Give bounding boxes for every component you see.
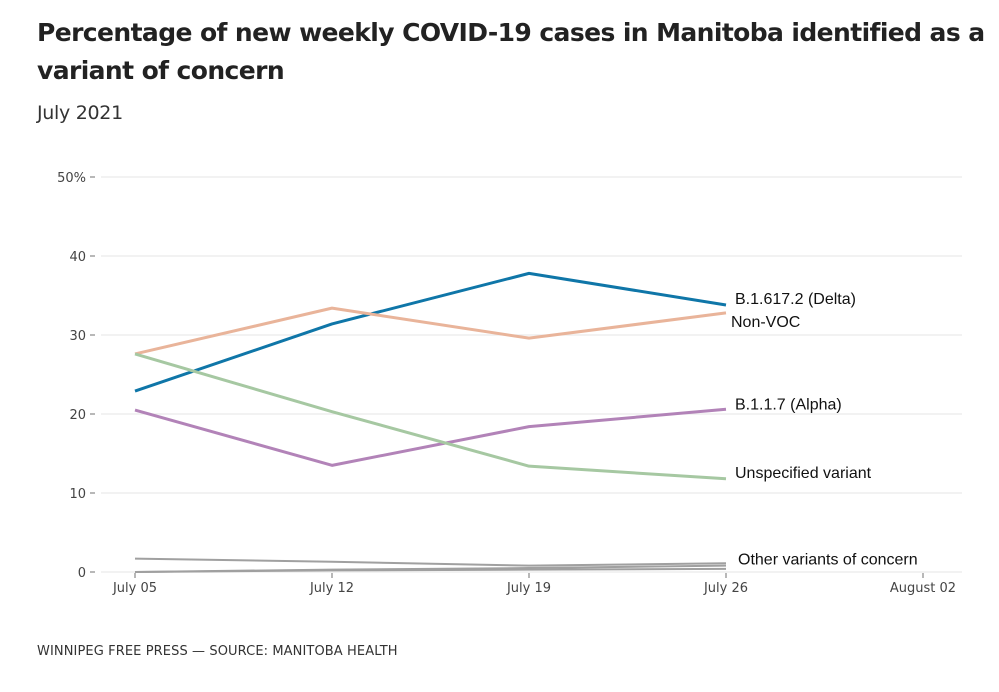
chart-subtitle: July 2021 bbox=[37, 102, 123, 124]
y-tick-label: 0 bbox=[78, 566, 86, 581]
series-line bbox=[134, 567, 727, 573]
series-line bbox=[134, 557, 727, 567]
x-tick-label: August 02 bbox=[890, 581, 956, 596]
series-line bbox=[134, 306, 727, 356]
series-line bbox=[134, 352, 727, 481]
y-tick-label: 30 bbox=[69, 329, 86, 344]
x-axis: July 05 July 12 July 19 July 26 August 02 bbox=[112, 573, 956, 596]
series-line bbox=[134, 271, 727, 393]
gridlines bbox=[101, 176, 962, 573]
x-tick-label: July 05 bbox=[112, 581, 157, 596]
series-lines bbox=[134, 271, 727, 573]
series-label: Other variants of concern bbox=[738, 551, 918, 568]
series-label: Non-VOC bbox=[731, 314, 800, 331]
y-tick-label: 50% bbox=[57, 171, 86, 186]
series-label: B.1.617.2 (Delta) bbox=[735, 291, 856, 308]
y-tick-label: 40 bbox=[69, 250, 86, 265]
chart-title: Percentage of new weekly COVID-19 cases … bbox=[37, 18, 985, 85]
x-tick-label: July 19 bbox=[506, 581, 551, 596]
series-label: Unspecified variant bbox=[735, 465, 872, 482]
y-tick-label: 20 bbox=[69, 408, 86, 423]
series-labels: B.1.617.2 (Delta) Non-VOC B.1.1.7 (Alpha) U… bbox=[731, 291, 918, 568]
series-line bbox=[134, 407, 727, 467]
y-tick-label: 10 bbox=[69, 487, 86, 502]
series-label: B.1.1.7 (Alpha) bbox=[735, 396, 842, 413]
x-tick-label: July 12 bbox=[309, 581, 354, 596]
source-credit: WINNIPEG FREE PRESS — SOURCE: MANITOBA H… bbox=[37, 644, 398, 659]
y-axis: 0 10 20 30 40 50% bbox=[57, 171, 95, 581]
x-tick-label: July 26 bbox=[703, 581, 748, 596]
